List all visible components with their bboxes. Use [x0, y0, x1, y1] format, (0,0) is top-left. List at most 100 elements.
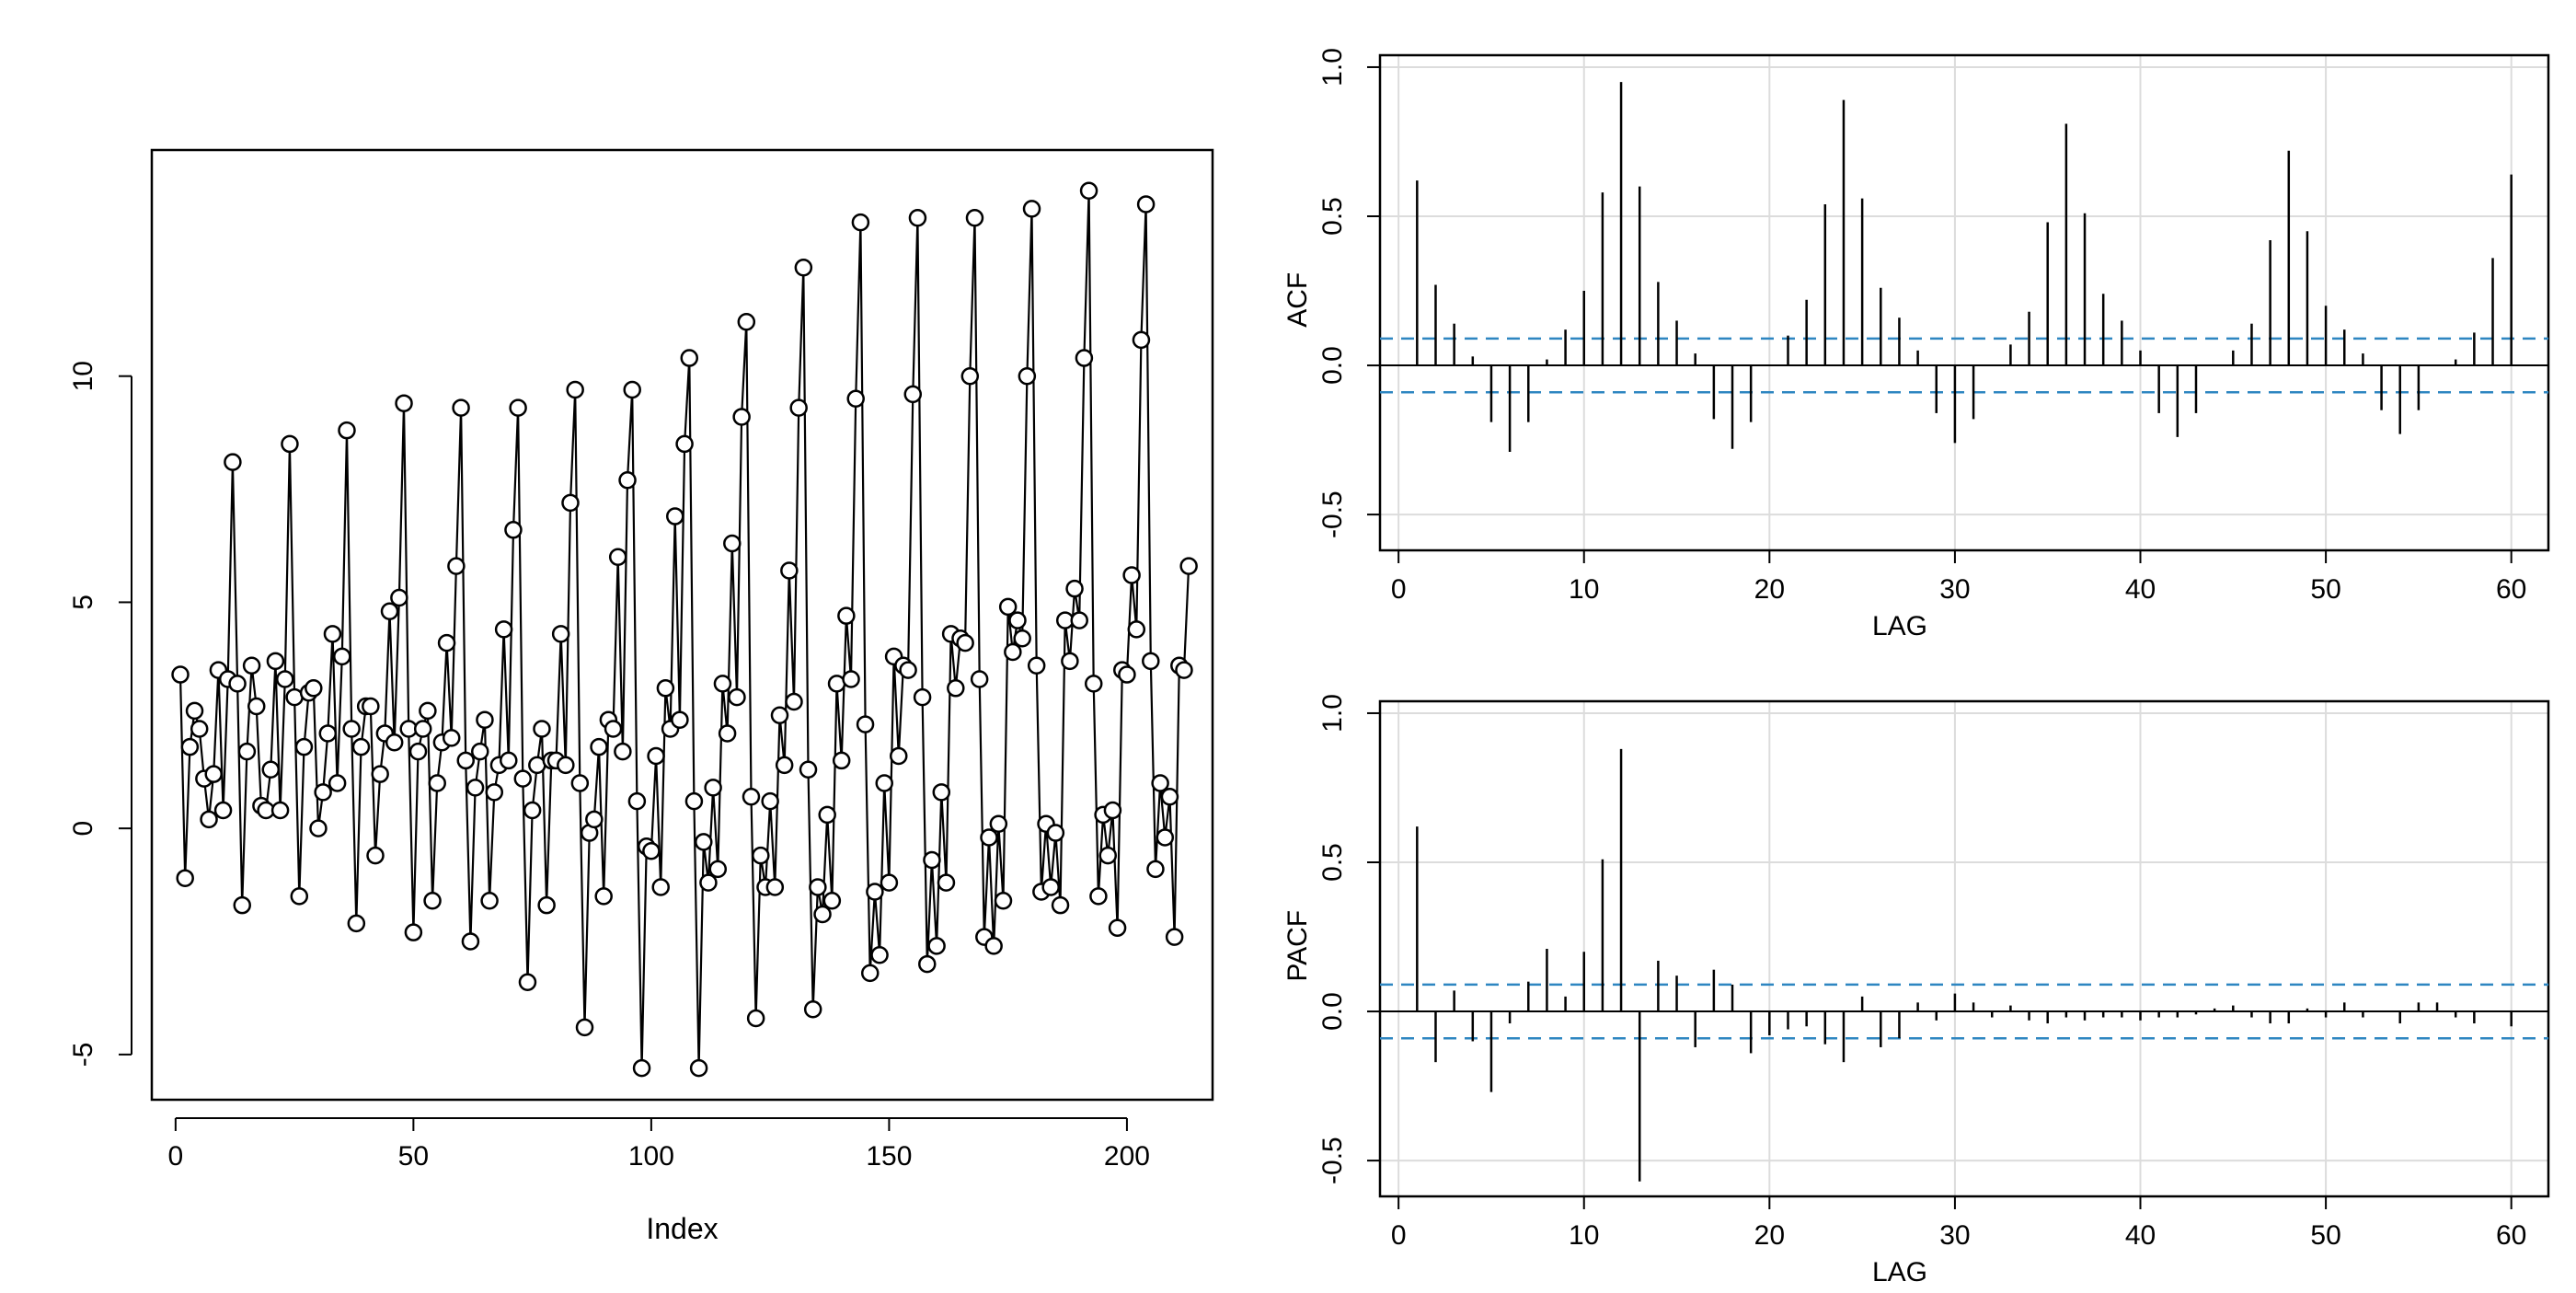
- data-point: [176, 869, 194, 887]
- data-point: [228, 675, 247, 693]
- data-point: [366, 846, 385, 865]
- data-point: [461, 932, 480, 951]
- data-point: [614, 742, 632, 761]
- data-point: [314, 783, 332, 802]
- data-point: [623, 380, 641, 399]
- data-point: [656, 679, 675, 698]
- data-point: [171, 665, 190, 684]
- data-point: [960, 366, 980, 386]
- data-point: [447, 557, 466, 575]
- data-point: [708, 860, 728, 879]
- data-point: [390, 588, 408, 607]
- data-point: [408, 742, 428, 761]
- data-point: [627, 791, 647, 811]
- data-point: [680, 349, 699, 367]
- data-point: [723, 534, 742, 553]
- data-point: [518, 973, 537, 991]
- data-point: [1132, 330, 1151, 350]
- x-tick-label: 30: [1939, 1220, 1970, 1251]
- data-point: [695, 833, 713, 851]
- y-tick-label: 1.0: [1317, 694, 1348, 733]
- data-point: [494, 620, 513, 639]
- x-tick-label: 20: [1754, 574, 1785, 605]
- data-point: [728, 687, 746, 707]
- data-point: [699, 873, 718, 892]
- x-axis-title: LAG: [1872, 611, 1927, 641]
- data-point: [456, 751, 475, 770]
- data-point: [899, 661, 917, 679]
- data-point: [504, 521, 523, 539]
- x-tick-label: 40: [2125, 1220, 2156, 1251]
- data-point: [318, 724, 338, 743]
- x-tick-label: 50: [2310, 1220, 2340, 1251]
- data-point: [590, 737, 608, 756]
- data-point: [575, 1018, 594, 1037]
- data-point: [476, 710, 494, 729]
- data-point: [608, 548, 627, 567]
- data-point: [989, 814, 1008, 833]
- data-point: [818, 805, 836, 825]
- data-point: [351, 737, 371, 756]
- data-point: [237, 742, 257, 761]
- data-point: [799, 760, 818, 779]
- data-point: [604, 720, 623, 738]
- data-point: [642, 841, 661, 860]
- x-tick-label: 60: [2496, 574, 2526, 605]
- x-tick-label: 0: [168, 1141, 184, 1172]
- data-point: [742, 787, 761, 806]
- x-axis-title: LAG: [1872, 1257, 1927, 1287]
- data-point: [523, 801, 542, 820]
- data-point: [908, 208, 927, 227]
- data-point: [1022, 200, 1041, 218]
- data-point: [247, 697, 266, 716]
- data-point: [404, 923, 423, 941]
- data-point: [328, 774, 347, 792]
- y-tick-label: 0: [68, 821, 98, 837]
- data-point: [671, 710, 689, 729]
- y-tick-label: 0.5: [1317, 197, 1348, 236]
- data-point: [570, 774, 590, 792]
- data-point: [1089, 887, 1108, 906]
- data-point: [675, 434, 694, 454]
- y-tick-label: -0.5: [1317, 1137, 1348, 1184]
- data-point: [452, 398, 470, 417]
- x-tick-label: 100: [628, 1141, 674, 1172]
- data-point: [290, 887, 309, 906]
- data-point: [1070, 611, 1088, 629]
- data-point: [684, 791, 704, 811]
- x-axis-title: Index: [646, 1212, 718, 1245]
- y-tick-label: 5: [68, 595, 98, 610]
- data-point: [1151, 774, 1169, 792]
- data-point: [362, 697, 380, 716]
- data-point: [371, 765, 389, 783]
- data-point: [594, 887, 613, 906]
- data-point: [785, 692, 803, 711]
- data-point: [1142, 652, 1160, 671]
- data-point: [500, 751, 518, 770]
- data-point: [860, 964, 880, 983]
- y-tick-label: 0.0: [1317, 992, 1348, 1031]
- data-point: [647, 746, 665, 766]
- data-point: [1004, 642, 1022, 662]
- data-point: [276, 670, 294, 688]
- data-point: [509, 398, 527, 417]
- data-point: [1122, 566, 1141, 584]
- data-point: [533, 720, 551, 738]
- data-point: [347, 914, 366, 933]
- data-point: [947, 679, 965, 698]
- data-point: [880, 873, 899, 892]
- data-point: [233, 895, 251, 915]
- data-point: [1013, 629, 1031, 648]
- data-point: [242, 656, 261, 675]
- data-point: [1136, 195, 1156, 214]
- data-point: [718, 724, 737, 743]
- data-point: [761, 791, 779, 811]
- data-point: [1160, 787, 1179, 806]
- data-point: [780, 561, 799, 580]
- data-point: [956, 633, 974, 652]
- data-point: [856, 715, 875, 733]
- data-point: [813, 905, 832, 924]
- plot-frame: [1378, 699, 2550, 1198]
- data-point: [333, 647, 351, 666]
